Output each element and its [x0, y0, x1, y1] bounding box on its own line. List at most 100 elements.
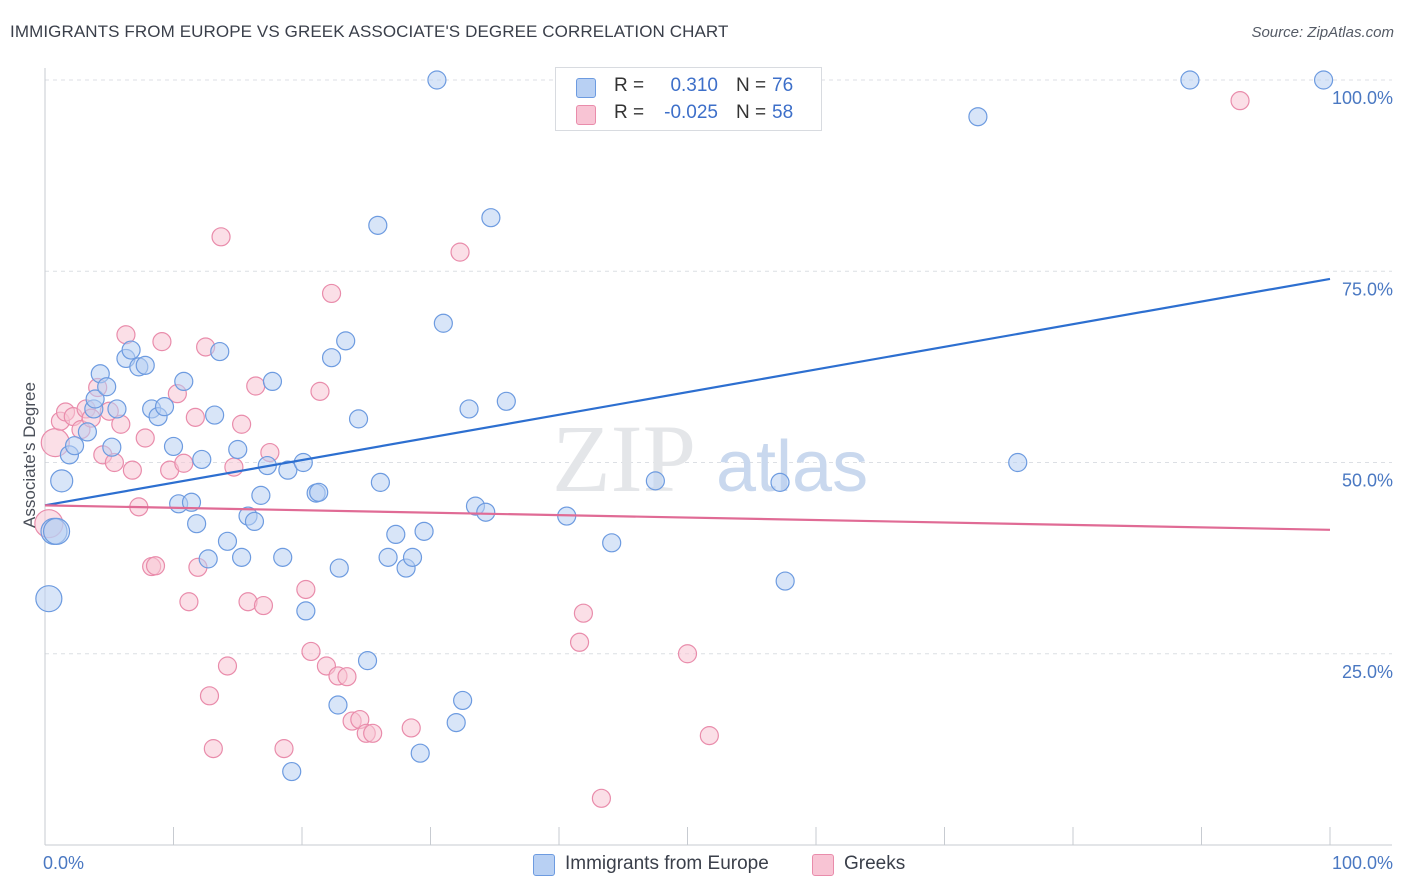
greeks-point[interactable]	[199, 686, 220, 706]
legend-n-value: 76	[772, 75, 794, 96]
watermark: ZIP atlas	[552, 405, 868, 512]
immigrants-point[interactable]	[228, 439, 248, 460]
greeks-point[interactable]	[185, 407, 205, 427]
immigrants-point[interactable]	[163, 436, 184, 457]
immigrants-point[interactable]	[50, 469, 74, 493]
greeks-point[interactable]	[677, 644, 698, 664]
legend-row-immigrants: R = 0.310 N = 76	[556, 75, 821, 99]
greeks-points	[34, 70, 1250, 808]
immigrants-point[interactable]	[357, 651, 378, 671]
greeks-point[interactable]	[401, 718, 421, 738]
watermark-atlas: atlas	[716, 427, 868, 507]
greeks-point[interactable]	[232, 414, 252, 434]
immigrants-point[interactable]	[107, 399, 127, 419]
greeks-point[interactable]	[203, 739, 223, 759]
immigrants-point[interactable]	[198, 549, 218, 569]
immigrants-point[interactable]	[42, 517, 71, 545]
immigrants-point[interactable]	[410, 743, 430, 763]
greeks-point[interactable]	[274, 739, 294, 759]
immigrants-point[interactable]	[262, 371, 283, 392]
legend-label-greeks: Greeks	[844, 853, 906, 874]
immigrants-point[interactable]	[1008, 452, 1028, 473]
immigrants-trend-line	[44, 277, 1331, 507]
greeks-point[interactable]	[450, 242, 470, 262]
greeks-point[interactable]	[296, 579, 316, 600]
immigrants-point[interactable]	[181, 492, 202, 512]
immigrants-point[interactable]	[602, 533, 622, 553]
immigrants-point[interactable]	[205, 405, 225, 425]
immigrants-point[interactable]	[187, 514, 207, 534]
greeks-point[interactable]	[174, 453, 194, 473]
immigrants-point[interactable]	[446, 712, 466, 733]
immigrants-point[interactable]	[770, 472, 790, 492]
greeks-point[interactable]	[211, 227, 231, 247]
y-tick-label: 100.0%	[1332, 88, 1393, 108]
immigrants-point[interactable]	[121, 340, 141, 360]
greeks-point[interactable]	[246, 376, 266, 396]
greeks-point[interactable]	[145, 556, 166, 576]
immigrants-point[interactable]	[309, 482, 329, 502]
immigrants-point[interactable]	[217, 531, 238, 551]
immigrants-point[interactable]	[368, 215, 388, 235]
immigrants-point[interactable]	[77, 422, 98, 442]
immigrants-point[interactable]	[35, 585, 63, 613]
immigrants-point[interactable]	[968, 107, 988, 127]
greeks-point[interactable]	[337, 667, 357, 687]
immigrants-point[interactable]	[378, 547, 398, 567]
immigrants-point[interactable]	[232, 547, 252, 567]
immigrants-point[interactable]	[496, 391, 516, 411]
immigrants-point[interactable]	[459, 399, 479, 419]
immigrants-point[interactable]	[775, 571, 795, 591]
immigrants-point[interactable]	[348, 409, 369, 429]
immigrants-point[interactable]	[154, 397, 175, 417]
immigrants-point[interactable]	[329, 558, 349, 578]
immigrants-point[interactable]	[85, 389, 105, 409]
immigrants-point[interactable]	[244, 511, 265, 532]
immigrants-point[interactable]	[402, 547, 423, 567]
source-label: Source: ZipAtlas.com	[1251, 24, 1394, 41]
greeks-point[interactable]	[573, 603, 594, 623]
immigrants-point[interactable]	[476, 502, 496, 522]
greeks-point[interactable]	[179, 592, 199, 612]
immigrants-point[interactable]	[1313, 70, 1334, 90]
immigrants-point[interactable]	[328, 695, 348, 715]
immigrants-point[interactable]	[645, 471, 665, 491]
immigrants-point[interactable]	[251, 485, 271, 505]
greeks-point[interactable]	[217, 656, 238, 676]
immigrants-point[interactable]	[64, 436, 85, 456]
greeks-point[interactable]	[1230, 91, 1250, 111]
greeks-point[interactable]	[253, 595, 274, 616]
greeks-point[interactable]	[135, 428, 155, 448]
greeks-point[interactable]	[321, 283, 342, 304]
immigrants-point[interactable]	[414, 521, 434, 541]
immigrants-point[interactable]	[336, 331, 356, 351]
immigrants-point[interactable]	[1180, 70, 1200, 90]
immigrants-point[interactable]	[453, 690, 473, 711]
greeks-point[interactable]	[152, 332, 172, 352]
greeks-point[interactable]	[310, 381, 330, 401]
greeks-point[interactable]	[122, 460, 142, 480]
immigrants-point[interactable]	[102, 437, 122, 457]
immigrants-point[interactable]	[273, 547, 293, 567]
immigrants-point[interactable]	[210, 341, 230, 362]
immigrants-point[interactable]	[174, 371, 194, 392]
greeks-point[interactable]	[699, 726, 719, 746]
immigrants-point[interactable]	[192, 449, 212, 470]
immigrants-point[interactable]	[481, 208, 501, 228]
immigrants-point[interactable]	[433, 313, 453, 333]
immigrants-point[interactable]	[370, 472, 390, 492]
immigrants-point[interactable]	[427, 70, 447, 90]
greeks-point[interactable]	[591, 788, 612, 808]
legend-n-label: N =	[736, 75, 767, 96]
greeks-point[interactable]	[569, 632, 590, 652]
immigrants-point[interactable]	[386, 524, 406, 545]
greeks-point[interactable]	[301, 641, 321, 662]
immigrants-point[interactable]	[97, 377, 117, 397]
immigrants-point[interactable]	[282, 761, 302, 782]
greeks-point[interactable]	[363, 723, 383, 743]
immigrants-point[interactable]	[293, 452, 313, 473]
immigrants-point[interactable]	[321, 348, 342, 368]
immigrants-point[interactable]	[296, 601, 316, 621]
immigrants-point[interactable]	[135, 355, 155, 375]
immigrants-point[interactable]	[278, 460, 298, 480]
